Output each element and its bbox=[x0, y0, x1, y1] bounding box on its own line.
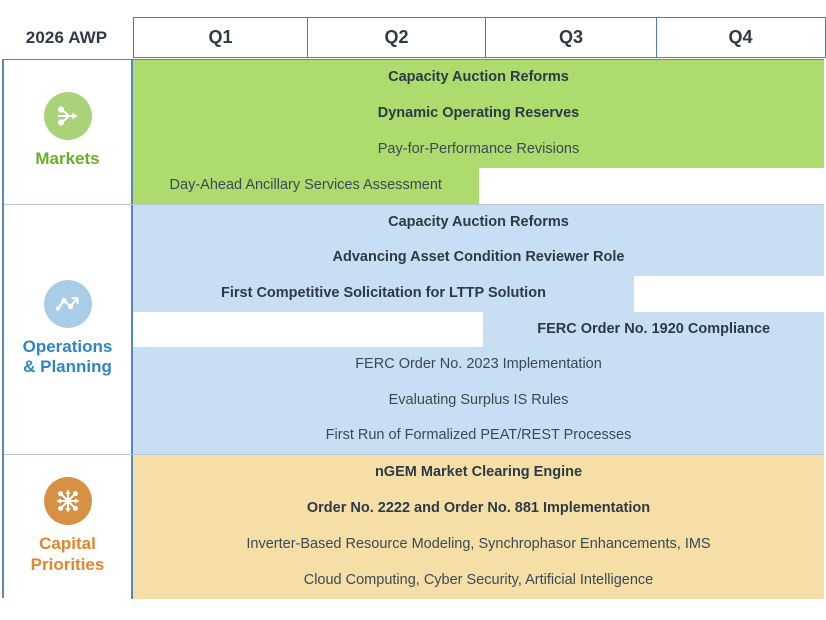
timeline-row: nGEM Market Clearing Engine bbox=[133, 455, 824, 491]
timeline-row: Cloud Computing, Cyber Security, Artific… bbox=[133, 563, 824, 599]
timeline-bars-cell: nGEM Market Clearing Engine Order No. 222… bbox=[133, 455, 824, 599]
roadmap-section-markets: Markets Capacity Auction Reforms Dynamic O… bbox=[4, 60, 824, 204]
category-cell: Operations & Planning bbox=[4, 205, 133, 454]
timeline-bar-label: Evaluating Surplus IS Rules bbox=[388, 391, 569, 408]
category-cell: Markets bbox=[4, 60, 133, 204]
timeline-row: Evaluating Surplus IS Rules bbox=[133, 382, 824, 419]
timeline-row: FERC Order No. 1920 Compliance bbox=[133, 311, 824, 348]
timeline-bar-label: Pay-for-Performance Revisions bbox=[377, 141, 580, 158]
timeline-bar-label: Inverter-Based Resource Modeling, Synchr… bbox=[246, 536, 711, 553]
timeline-bar[interactable]: Capacity Auction Reforms bbox=[133, 205, 824, 241]
timeline-bar[interactable]: Dynamic Operating Reserves bbox=[133, 96, 824, 132]
timeline-row: FERC Order No. 2023 Implementation bbox=[133, 347, 824, 383]
timeline-bar-label: Capacity Auction Reforms bbox=[388, 213, 569, 230]
timeline-bar-label: FERC Order No. 2023 Implementation bbox=[355, 356, 602, 373]
quarter-header-q4: Q4 bbox=[657, 18, 824, 57]
roadmap-body-grid: Markets Capacity Auction Reforms Dynamic O… bbox=[2, 59, 824, 599]
timeline-bar-label: First Run of Formalized PEAT/REST Proces… bbox=[325, 427, 632, 444]
category-label: Markets bbox=[35, 149, 100, 169]
timeline-bar[interactable]: Pay-for-Performance Revisions bbox=[133, 132, 824, 168]
timeline-bar[interactable]: Evaluating Surplus IS Rules bbox=[133, 382, 824, 419]
timeline-row: Capacity Auction Reforms bbox=[133, 60, 824, 96]
timeline-row: First Run of Formalized PEAT/REST Proces… bbox=[133, 418, 824, 455]
timeline-bar-label: Advancing Asset Condition Reviewer Role bbox=[332, 249, 625, 266]
category-cell: Capital Priorities bbox=[4, 455, 133, 599]
roadmap-section-operations-planning: Operations & Planning Capacity Auction Ref… bbox=[4, 204, 824, 455]
quarter-header-q2: Q2 bbox=[308, 18, 486, 57]
table-header-row: 2026 AWP Q1 Q2 Q3 Q4 bbox=[0, 17, 826, 58]
timeline-row: First Competitive Solicitation for LTTP … bbox=[133, 276, 824, 312]
burst-arrows-icon bbox=[43, 477, 92, 526]
timeline-bar[interactable]: Day-Ahead Ancillary Services Assessment bbox=[133, 168, 479, 204]
timeline-bar-label: Dynamic Operating Reserves bbox=[377, 105, 580, 122]
timeline-row: Pay-for-Performance Revisions bbox=[133, 132, 824, 168]
quarter-label-q4: Q4 bbox=[728, 27, 753, 47]
timeline-bar-label: Cloud Computing, Cyber Security, Artific… bbox=[303, 572, 654, 589]
timeline-row: Order No. 2222 and Order No. 881 Impleme… bbox=[133, 491, 824, 527]
timeline-bar[interactable]: FERC Order No. 1920 Compliance bbox=[483, 311, 824, 348]
quarter-label-q1: Q1 bbox=[208, 27, 233, 47]
timeline-bar-label: FERC Order No. 1920 Compliance bbox=[537, 320, 771, 337]
timeline-bar-label: nGEM Market Clearing Engine bbox=[374, 464, 583, 481]
timeline-bars-cell: Capacity Auction Reforms Advancing Asset … bbox=[133, 205, 824, 455]
merge-arrow-icon bbox=[43, 92, 92, 141]
quarter-header-cells: Q1 Q2 Q3 Q4 bbox=[133, 17, 826, 58]
timeline-bar-label: First Competitive Solicitation for LTTP … bbox=[221, 284, 546, 301]
quarter-label-q2: Q2 bbox=[384, 27, 409, 47]
timeline-bar[interactable]: nGEM Market Clearing Engine bbox=[133, 455, 824, 491]
timeline-row: Inverter-Based Resource Modeling, Synchr… bbox=[133, 527, 824, 563]
roadmap-section-capital-priorities: Capital Priorities nGEM Market Clearing E… bbox=[4, 454, 824, 599]
timeline-row: Capacity Auction Reforms bbox=[133, 205, 824, 241]
timeline-row: Day-Ahead Ancillary Services Assessment bbox=[133, 168, 824, 204]
timeline-bar[interactable]: FERC Order No. 2023 Implementation bbox=[133, 347, 824, 383]
timeline-bar[interactable]: Inverter-Based Resource Modeling, Synchr… bbox=[133, 527, 824, 563]
timeline-bar[interactable]: Capacity Auction Reforms bbox=[133, 60, 824, 96]
category-label: Capital Priorities bbox=[30, 534, 105, 574]
timeline-row: Advancing Asset Condition Reviewer Role bbox=[133, 240, 824, 277]
timeline-row: Dynamic Operating Reserves bbox=[133, 96, 824, 132]
quarter-header-q1: Q1 bbox=[134, 18, 308, 57]
timeline-bar[interactable]: First Run of Formalized PEAT/REST Proces… bbox=[133, 418, 824, 455]
chart-title-cell: 2026 AWP bbox=[0, 17, 133, 58]
timeline-bars-cell: Capacity Auction Reforms Dynamic Operatin… bbox=[133, 60, 824, 204]
timeline-bar[interactable]: Advancing Asset Condition Reviewer Role bbox=[133, 240, 824, 277]
page-title: 2026 AWP bbox=[25, 27, 108, 47]
timeline-bar[interactable]: Cloud Computing, Cyber Security, Artific… bbox=[133, 563, 824, 599]
timeline-bar-label: Capacity Auction Reforms bbox=[388, 69, 569, 86]
timeline-bar[interactable]: First Competitive Solicitation for LTTP … bbox=[133, 276, 634, 312]
timeline-bar[interactable]: Order No. 2222 and Order No. 881 Impleme… bbox=[133, 491, 824, 527]
trend-line-icon bbox=[43, 279, 92, 328]
timeline-bar-label: Day-Ahead Ancillary Services Assessment bbox=[169, 177, 442, 194]
quarter-label-q3: Q3 bbox=[558, 27, 583, 47]
quarter-header-q3: Q3 bbox=[486, 18, 657, 57]
timeline-bar-label: Order No. 2222 and Order No. 881 Impleme… bbox=[306, 500, 651, 517]
category-label: Operations & Planning bbox=[22, 336, 113, 376]
